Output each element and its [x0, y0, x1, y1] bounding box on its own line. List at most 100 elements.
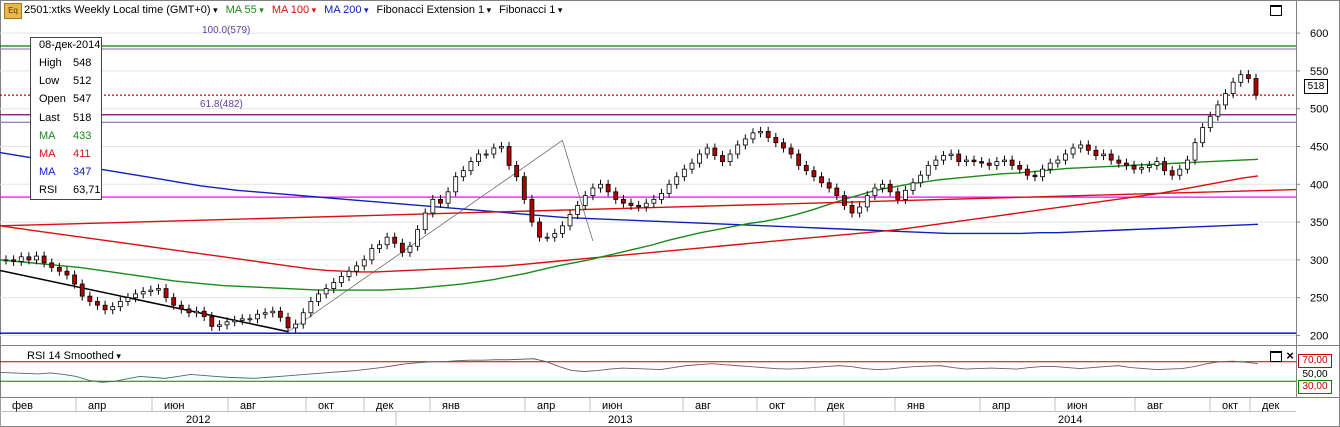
candle-body	[262, 312, 268, 315]
month-label: авг	[240, 400, 256, 412]
info-row: High 548	[39, 57, 101, 75]
candle-body	[110, 306, 116, 311]
candle-body	[1169, 170, 1175, 176]
fibonacci-label[interactable]: Fibonacci 1	[499, 4, 562, 16]
info-value: 347	[73, 166, 92, 179]
trend-line	[0, 269, 289, 333]
year-label: 2012	[186, 414, 210, 426]
fib-extension-label[interactable]: Fibonacci Extension 1	[377, 4, 492, 16]
candle-body	[994, 161, 1000, 166]
candle-body	[933, 159, 939, 166]
candle-body	[140, 291, 146, 295]
candle-body	[529, 198, 535, 223]
candle-body	[796, 153, 802, 166]
ma200-label[interactable]: MA 200	[324, 4, 368, 16]
maximize-icon[interactable]	[1270, 5, 1282, 16]
candle-body	[1055, 159, 1061, 164]
candle-body	[720, 155, 725, 163]
candle-body	[582, 195, 588, 206]
y-tick-label: 350	[1310, 217, 1328, 229]
candle-body	[666, 183, 672, 194]
candle-body	[887, 183, 893, 193]
rsi-upper-tag: 70,00	[1298, 354, 1332, 368]
candle-body	[643, 202, 649, 208]
ma100-line	[0, 175, 1259, 273]
info-key: RSI	[39, 184, 58, 197]
candle-body	[1185, 159, 1190, 170]
candle-body	[270, 310, 276, 314]
month-label: авг	[695, 400, 711, 412]
rsi-title[interactable]: RSI 14 Smoothed	[27, 350, 121, 362]
candle-body	[18, 256, 24, 262]
candle-body	[681, 168, 687, 178]
info-row: Open 547	[39, 93, 101, 111]
candle-body	[178, 304, 184, 310]
candle-body	[354, 265, 360, 272]
symbol-label[interactable]: 2501:xtks Weekly Local time (GMT+0)	[24, 4, 218, 16]
month-label: дек	[376, 400, 394, 412]
info-key: MA	[39, 166, 56, 179]
candle-body	[1040, 168, 1045, 178]
candle-body	[948, 153, 954, 156]
candle-body	[255, 313, 260, 320]
fibonacci-extension-lines	[0, 139, 594, 333]
candle-body	[765, 130, 771, 138]
month-label: июн	[1067, 400, 1087, 412]
chart-header: 2501:xtks Weekly Local time (GMT+0) MA 5…	[24, 2, 562, 18]
candle-body	[811, 170, 817, 178]
candle-body	[560, 225, 565, 234]
candle-body	[483, 153, 489, 156]
candle-body	[491, 147, 497, 155]
info-key: Last	[39, 111, 60, 124]
candle-body	[1093, 149, 1099, 156]
rsi-close-icon[interactable]: ×	[1286, 348, 1294, 363]
ma100-label[interactable]: MA 100	[272, 4, 316, 16]
candle-body	[277, 310, 283, 318]
y-tick-label: 250	[1310, 293, 1328, 305]
candle-body	[11, 259, 17, 262]
candle-body	[87, 295, 93, 302]
candle-body	[674, 176, 680, 185]
candle-body	[331, 282, 337, 289]
candle-body	[415, 229, 420, 247]
candle-body	[1032, 174, 1038, 178]
year-label: 2013	[608, 414, 632, 426]
candle-body	[26, 256, 32, 261]
y-tick-label: 500	[1310, 104, 1328, 116]
candle-body	[430, 198, 436, 214]
candle-body	[422, 212, 428, 231]
candle-body	[605, 183, 611, 193]
candle-body	[217, 324, 222, 327]
month-label: апр	[537, 400, 555, 412]
candle-body	[407, 245, 413, 253]
info-value: 63,71	[73, 184, 101, 197]
candle-body	[1047, 162, 1053, 170]
candle-body	[156, 288, 161, 291]
candle-body	[377, 244, 382, 249]
candle-body	[1009, 159, 1015, 166]
candle-body	[971, 159, 977, 163]
candle-body	[1146, 164, 1152, 169]
candle-body	[338, 276, 344, 283]
candle-body	[453, 176, 459, 193]
candle-body	[285, 316, 291, 329]
candle-body	[1177, 168, 1183, 176]
candle-body	[346, 270, 352, 277]
instrument-icon[interactable]: Eq	[4, 3, 22, 19]
candle-body	[506, 146, 512, 166]
candle-body	[239, 318, 245, 321]
candle-body	[742, 138, 748, 146]
month-label: фев	[12, 400, 33, 412]
candle-body	[956, 153, 962, 163]
candle-body	[1085, 144, 1091, 151]
rsi-lower-tag: 30,00	[1298, 380, 1332, 394]
month-label: дек	[827, 400, 845, 412]
ma55-label[interactable]: MA 55	[226, 4, 264, 16]
candle-body	[925, 164, 931, 176]
rsi-maximize-icon[interactable]	[1270, 351, 1282, 362]
candle-body	[941, 155, 946, 161]
candle-body	[72, 274, 77, 285]
